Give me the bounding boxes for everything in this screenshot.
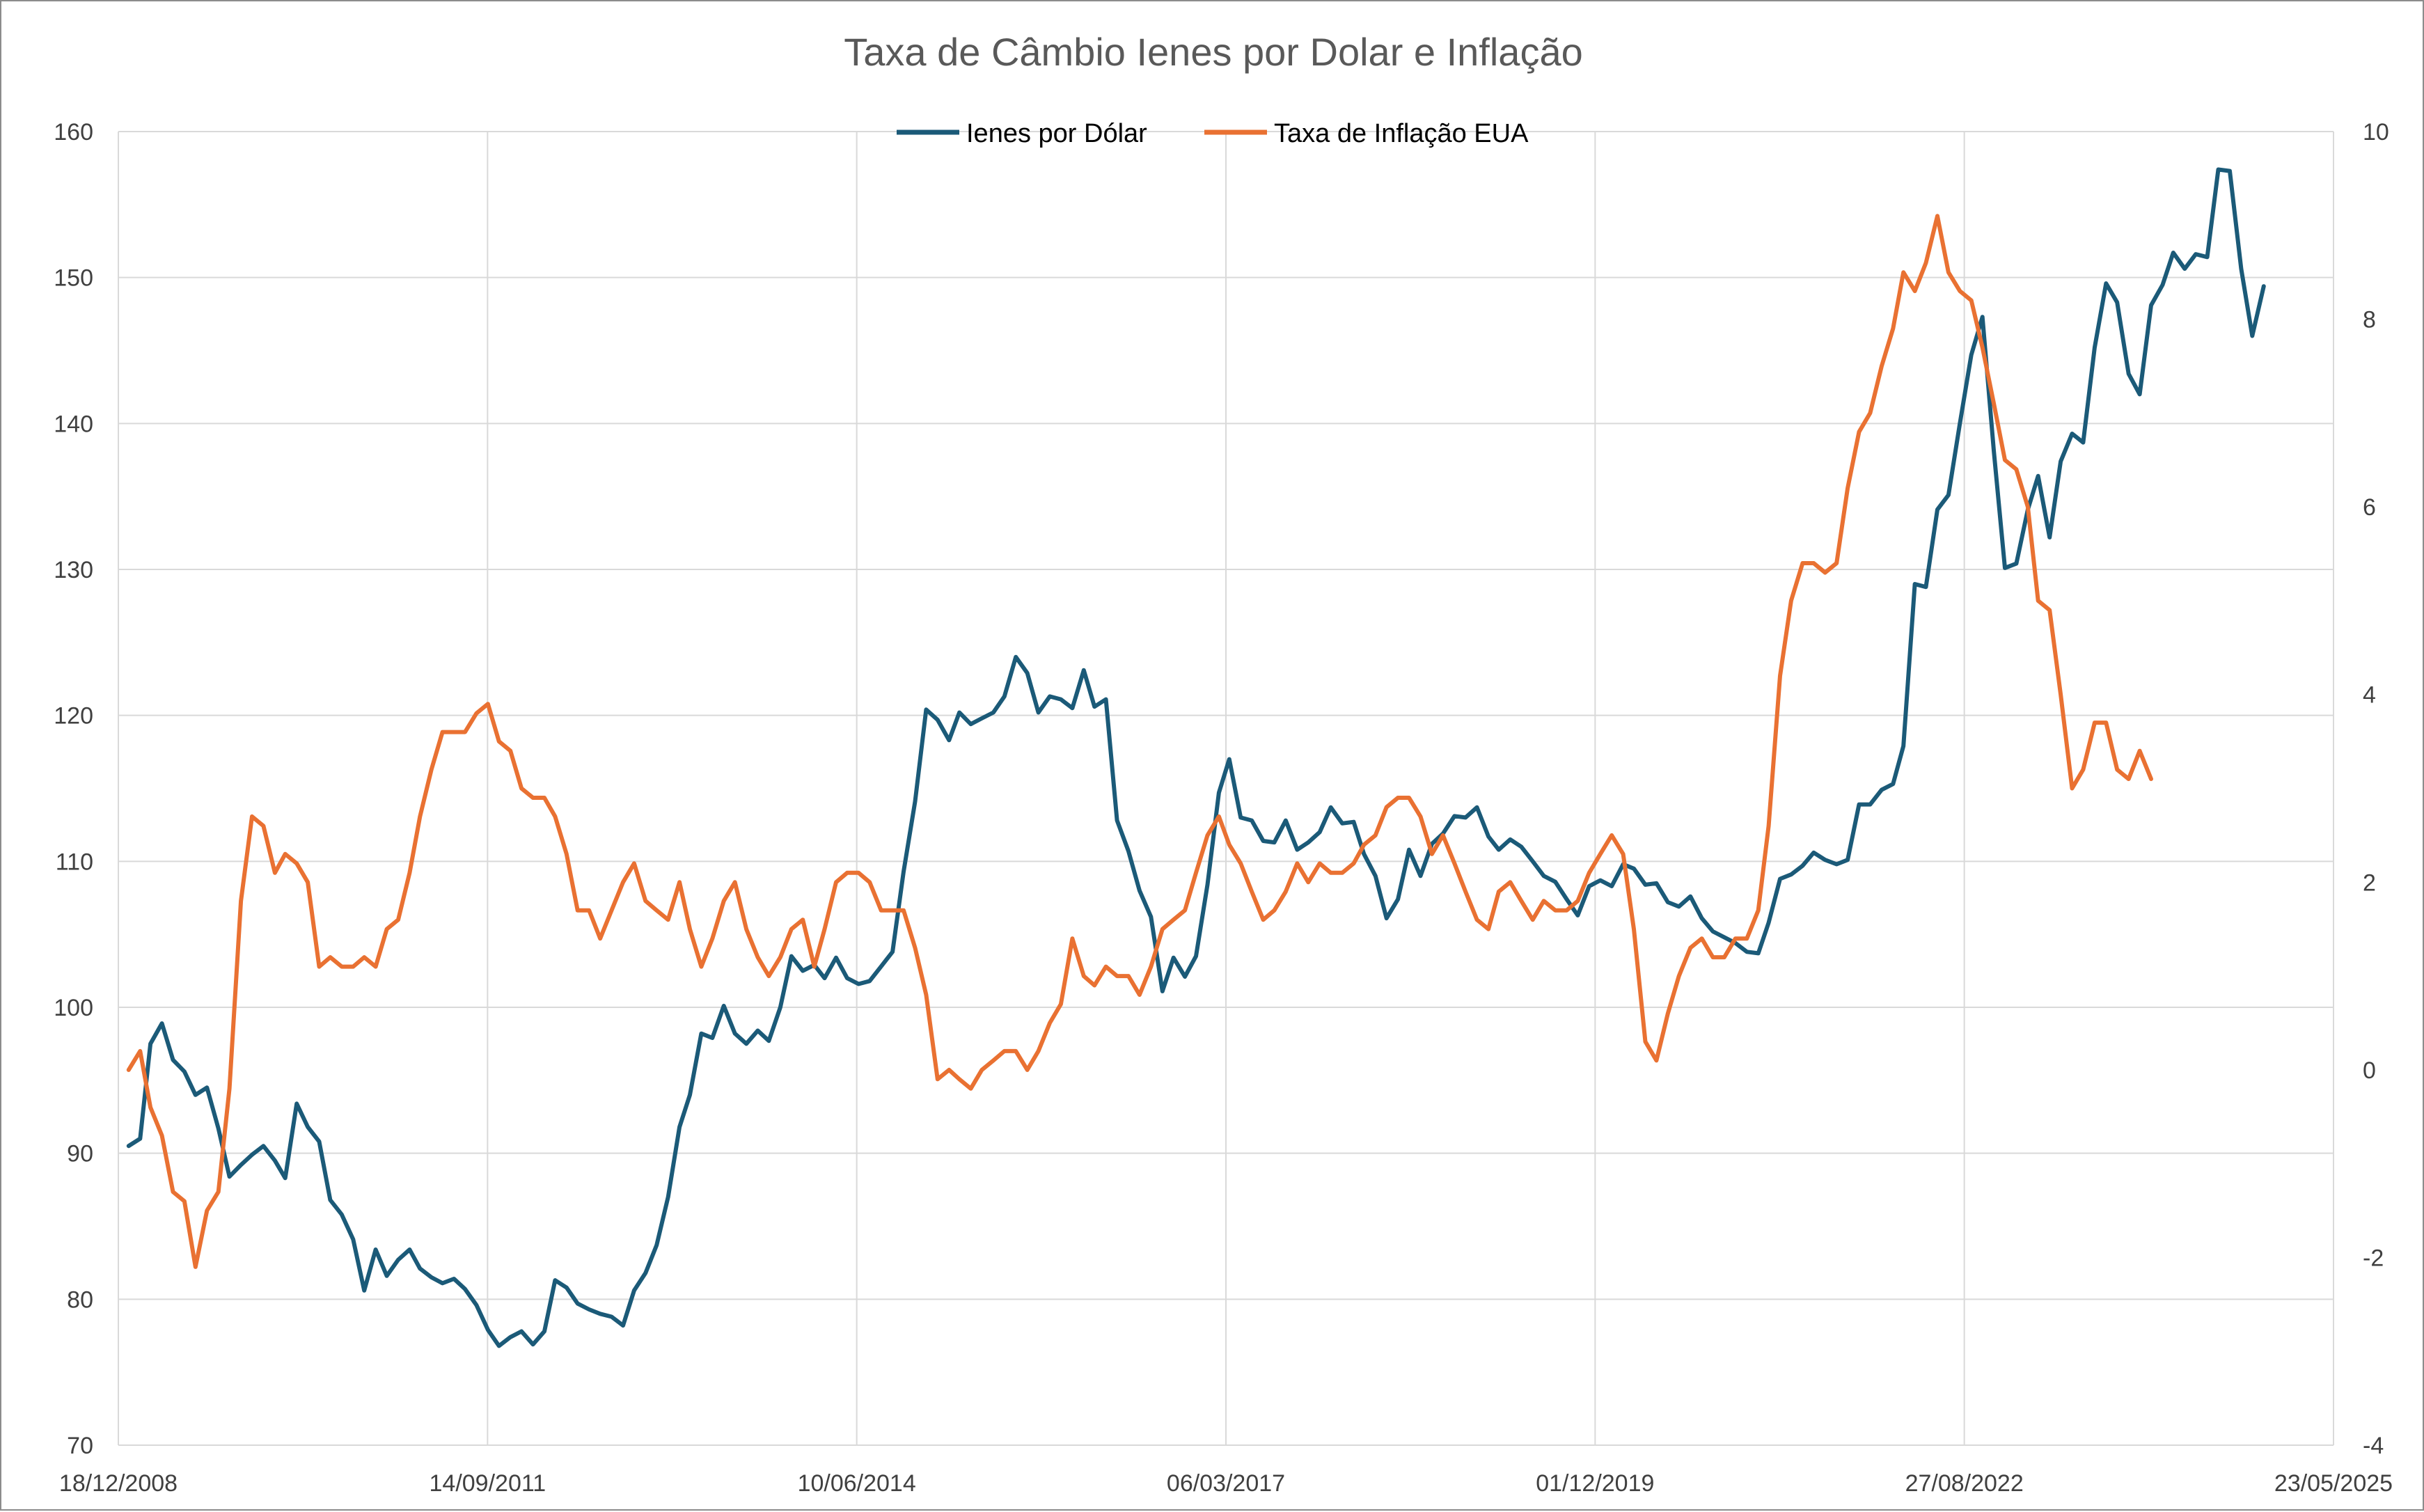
y-tick-label: 150 <box>54 265 93 292</box>
series-lines <box>126 167 2266 1348</box>
y-tick-label: 120 <box>54 703 93 730</box>
y-axis-left-tick-labels: 70 80 90 100 110 120 130 140 150 160 <box>54 119 93 1459</box>
y2-tick-label: 6 <box>2363 494 2376 521</box>
y-tick-label: 160 <box>54 119 93 145</box>
y-tick-label: 100 <box>54 995 93 1021</box>
y2-tick-label: -4 <box>2363 1433 2384 1459</box>
y-tick-label: 110 <box>56 849 93 875</box>
y2-tick-label: -2 <box>2363 1245 2384 1271</box>
x-tick-label: 10/06/2014 <box>798 1470 916 1497</box>
y-axis-right-tick-labels: -4 -2 0 2 4 6 8 10 <box>2363 119 2389 1459</box>
x-tick-label: 27/08/2022 <box>1905 1470 2024 1497</box>
y2-tick-label: 10 <box>2363 119 2389 145</box>
x-tick-label: 06/03/2017 <box>1167 1470 1285 1497</box>
y-tick-label: 80 <box>67 1286 93 1313</box>
y-tick-label: 140 <box>54 411 93 437</box>
x-tick-label: 23/05/2025 <box>2274 1470 2393 1497</box>
x-tick-label: 01/12/2019 <box>1536 1470 1654 1497</box>
y-tick-label: 130 <box>54 557 93 583</box>
y-tick-label: 70 <box>67 1433 93 1459</box>
plot-grid <box>118 131 2334 1446</box>
y2-tick-label: 4 <box>2363 682 2376 709</box>
x-tick-label: 18/12/2008 <box>59 1470 178 1497</box>
chart-title: Taxa de Câmbio Ienes por Dolar e Inflaçã… <box>844 30 1582 74</box>
y2-tick-label: 8 <box>2363 307 2376 333</box>
legend-label-ienes-por-dolar: Ienes por Dólar <box>966 119 1147 148</box>
x-tick-label: 14/09/2011 <box>430 1470 546 1497</box>
y-tick-label: 90 <box>67 1141 93 1167</box>
series-line-ienes-por-dolar <box>126 167 2266 1348</box>
y2-tick-label: 0 <box>2363 1057 2376 1084</box>
series-line-taxa-de-inflacao-eua <box>126 214 2153 1269</box>
x-axis-tick-labels: 18/12/2008 14/09/2011 10/06/2014 06/03/2017… <box>59 1470 2393 1497</box>
y2-tick-label: 2 <box>2363 869 2376 896</box>
legend: Ienes por Dólar Taxa de Inflação EUA <box>897 119 1529 148</box>
legend-label-taxa-de-inflacao-eua: Taxa de Inflação EUA <box>1274 119 1529 148</box>
